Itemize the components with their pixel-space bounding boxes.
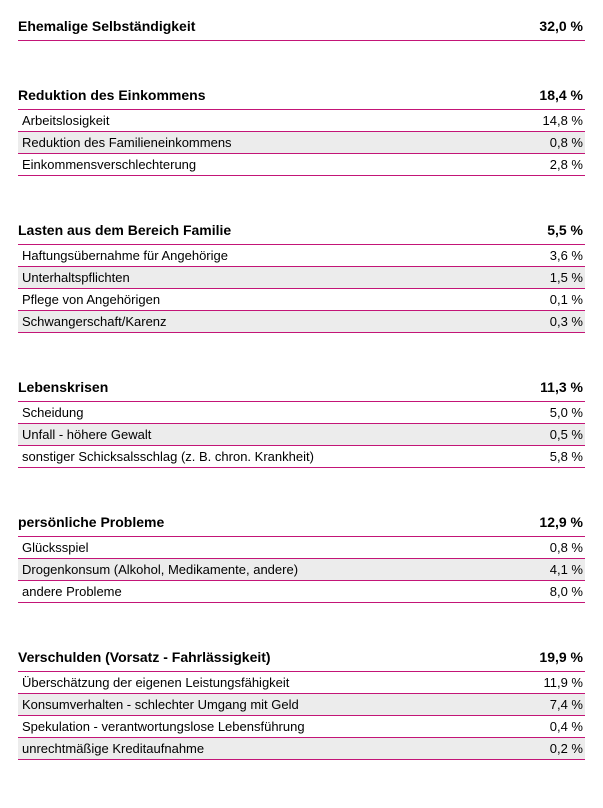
section-pct: 19,9 % xyxy=(539,649,583,665)
row-pct: 7,4 % xyxy=(550,697,583,712)
section-rows: Glücksspiel 0,8 % Drogenkonsum (Alkohol, M… xyxy=(18,537,585,603)
row-pct: 0,1 % xyxy=(550,292,583,307)
row-label: Haftungsübernahme für Angehörige xyxy=(22,248,228,263)
row-pct: 11,9 % xyxy=(543,675,583,690)
section-pct: 11,3 % xyxy=(540,379,583,395)
row-label: Unterhaltspflichten xyxy=(22,270,130,285)
section: persönliche Probleme 12,9 % Glücksspiel 0,8… xyxy=(18,510,585,603)
row-label: unrechtmäßige Kreditaufnahme xyxy=(22,741,204,756)
table-row: Konsumverhalten - schlechter Umgang mit … xyxy=(18,694,585,716)
row-pct: 8,0 % xyxy=(550,584,583,599)
section-header: Lebenskrisen 11,3 % xyxy=(18,375,585,402)
table-row: Arbeitslosigkeit 14,8 % xyxy=(18,110,585,132)
row-pct: 5,0 % xyxy=(550,405,583,420)
row-label: Spekulation - verantwortungslose Lebensf… xyxy=(22,719,305,734)
row-pct: 0,8 % xyxy=(550,540,583,555)
section: Reduktion des Einkommens 18,4 % Arbeitslos… xyxy=(18,83,585,176)
section: Lasten aus dem Bereich Familie 5,5 % Haftu… xyxy=(18,218,585,333)
row-label: sonstiger Schicksalsschlag (z. B. chron.… xyxy=(22,449,314,464)
section-title: Lebenskrisen xyxy=(18,379,108,395)
section: Ehemalige Selbständigkeit 32,0 % xyxy=(18,14,585,41)
row-label: Drogenkonsum (Alkohol, Medikamente, ande… xyxy=(22,562,298,577)
section-rows: Arbeitslosigkeit 14,8 % Reduktion des Fami… xyxy=(18,110,585,176)
section-pct: 12,9 % xyxy=(539,514,583,530)
section-header: persönliche Probleme 12,9 % xyxy=(18,510,585,537)
section-header: Lasten aus dem Bereich Familie 5,5 % xyxy=(18,218,585,245)
row-label: Schwangerschaft/Karenz xyxy=(22,314,167,329)
row-label: Konsumverhalten - schlechter Umgang mit … xyxy=(22,697,299,712)
row-label: andere Probleme xyxy=(22,584,122,599)
row-pct: 1,5 % xyxy=(550,270,583,285)
row-label: Einkommensverschlechterung xyxy=(22,157,196,172)
row-pct: 4,1 % xyxy=(550,562,583,577)
sections-container: Ehemalige Selbständigkeit 32,0 % Reduktion… xyxy=(18,14,585,760)
row-label: Scheidung xyxy=(22,405,83,420)
table-row: unrechtmäßige Kreditaufnahme 0,2 % xyxy=(18,738,585,760)
row-pct: 0,8 % xyxy=(550,135,583,150)
table-row: Unfall - höhere Gewalt 0,5 % xyxy=(18,424,585,446)
section-title: persönliche Probleme xyxy=(18,514,164,530)
table-row: Haftungsübernahme für Angehörige 3,6 % xyxy=(18,245,585,267)
row-label: Arbeitslosigkeit xyxy=(22,113,109,128)
section: Verschulden (Vorsatz - Fahrlässigkeit) 19… xyxy=(18,645,585,760)
section-title: Verschulden (Vorsatz - Fahrlässigkeit) xyxy=(18,649,271,665)
table-row: Einkommensverschlechterung 2,8 % xyxy=(18,154,585,176)
table-row: Reduktion des Familieneinkommens 0,8 % xyxy=(18,132,585,154)
table-row: sonstiger Schicksalsschlag (z. B. chron.… xyxy=(18,446,585,468)
row-label: Reduktion des Familieneinkommens xyxy=(22,135,232,150)
section-rows: Scheidung 5,0 % Unfall - höhere Gewalt 0,5 … xyxy=(18,402,585,468)
table-row: Pflege von Angehörigen 0,1 % xyxy=(18,289,585,311)
row-pct: 0,3 % xyxy=(550,314,583,329)
section-rows: Haftungsübernahme für Angehörige 3,6 % Unt… xyxy=(18,245,585,333)
table-row: Spekulation - verantwortungslose Lebensf… xyxy=(18,716,585,738)
section-header: Verschulden (Vorsatz - Fahrlässigkeit) 19… xyxy=(18,645,585,672)
row-pct: 2,8 % xyxy=(550,157,583,172)
table-row: Schwangerschaft/Karenz 0,3 % xyxy=(18,311,585,333)
table-row: Scheidung 5,0 % xyxy=(18,402,585,424)
section-title: Reduktion des Einkommens xyxy=(18,87,205,103)
row-pct: 5,8 % xyxy=(550,449,583,464)
section-title: Lasten aus dem Bereich Familie xyxy=(18,222,231,238)
row-pct: 14,8 % xyxy=(543,113,583,128)
table-row: Unterhaltspflichten 1,5 % xyxy=(18,267,585,289)
section-pct: 18,4 % xyxy=(539,87,583,103)
table-row: Überschätzung der eigenen Leistungsfähig… xyxy=(18,672,585,694)
section-header: Ehemalige Selbständigkeit 32,0 % xyxy=(18,14,585,41)
section-rows: Überschätzung der eigenen Leistungsfähig… xyxy=(18,672,585,760)
table-row: Drogenkonsum (Alkohol, Medikamente, ande… xyxy=(18,559,585,581)
row-label: Glücksspiel xyxy=(22,540,88,555)
row-pct: 0,5 % xyxy=(550,427,583,442)
row-pct: 3,6 % xyxy=(550,248,583,263)
row-pct: 0,4 % xyxy=(550,719,583,734)
row-pct: 0,2 % xyxy=(550,741,583,756)
section-title: Ehemalige Selbständigkeit xyxy=(18,18,195,34)
section: Lebenskrisen 11,3 % Scheidung 5,0 % Unfall -… xyxy=(18,375,585,468)
table-row: Glücksspiel 0,8 % xyxy=(18,537,585,559)
section-pct: 5,5 % xyxy=(547,222,583,238)
table-row: andere Probleme 8,0 % xyxy=(18,581,585,603)
section-pct: 32,0 % xyxy=(539,18,583,34)
row-label: Unfall - höhere Gewalt xyxy=(22,427,151,442)
section-header: Reduktion des Einkommens 18,4 % xyxy=(18,83,585,110)
row-label: Pflege von Angehörigen xyxy=(22,292,160,307)
row-label: Überschätzung der eigenen Leistungsfähig… xyxy=(22,675,289,690)
